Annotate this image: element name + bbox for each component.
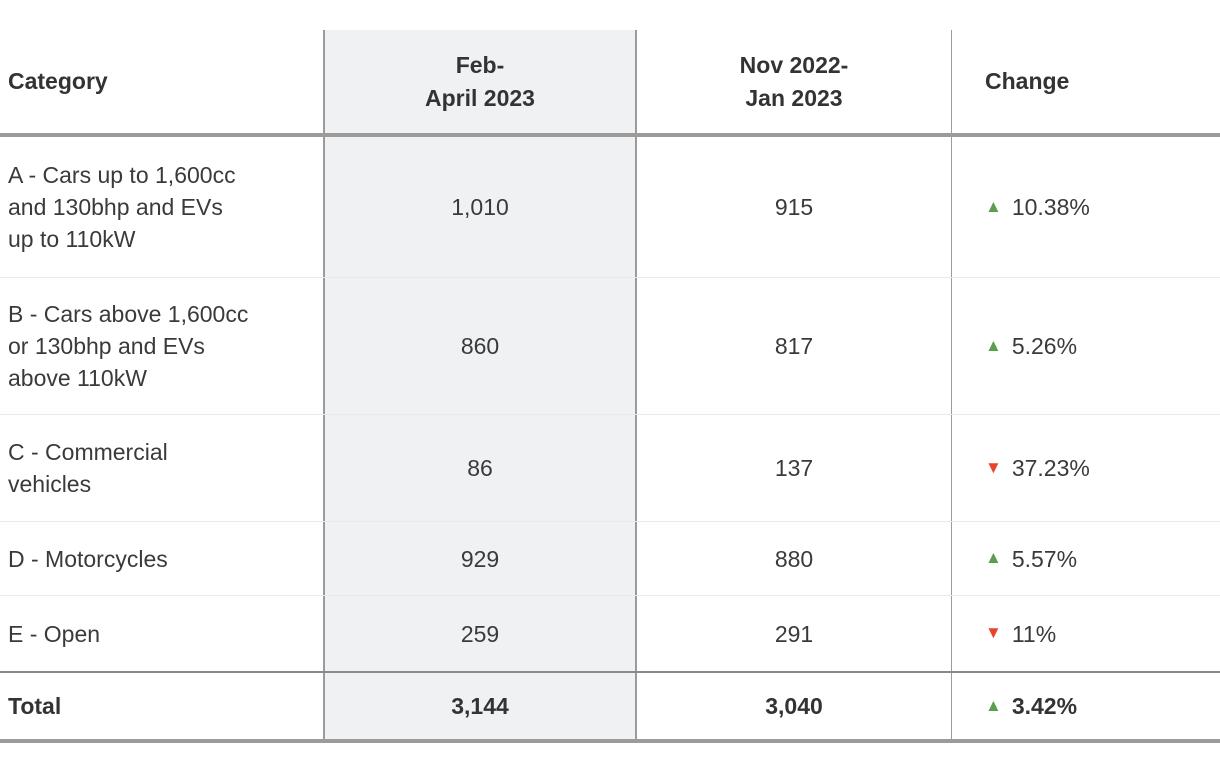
previous-value: 291 [637,596,952,671]
header-change: Change [985,68,1070,94]
header-current-period: Feb- April 2023 [323,30,637,133]
category-label: C - Commercial vehicles [8,439,168,497]
table-row: D - Motorcycles 929 880 ▲ 5.57% [0,522,1220,596]
change-value: 11% [1011,620,1057,647]
current-value: 259 [323,596,637,671]
change-value: 5.57% [1011,545,1078,572]
category-label: A - Cars up to 1,600cc and 130bhp and EV… [8,162,236,252]
total-label: Total [8,693,62,719]
table-header-row: Category Feb- April 2023 Nov 2022- Jan 2… [0,30,1220,137]
category-label: B - Cars above 1,600cc or 130bhp and EVs… [8,301,249,391]
triangle-down-icon: ▼ [985,457,1002,477]
category-label: D - Motorcycles [8,545,168,572]
change-cell: ▲ 5.57% [952,522,1220,595]
change-cell: ▲ 5.26% [952,278,1220,414]
current-value: 86 [323,415,637,521]
previous-value: 880 [637,522,952,595]
total-previous-value: 3,040 [637,673,952,739]
change-cell: ▲ 10.38% [952,137,1220,277]
change-cell: ▼ 11% [952,596,1220,671]
total-change-cell: ▲ 3.42% [952,673,1220,739]
change-cell: ▼ 37.23% [952,415,1220,521]
table-row: B - Cars above 1,600cc or 130bhp and EVs… [0,278,1220,415]
change-value: 37.23% [1011,455,1090,481]
header-category: Category [8,68,108,94]
previous-value: 817 [637,278,952,414]
total-current-value: 3,144 [323,673,637,739]
coe-quota-table: Category Feb- April 2023 Nov 2022- Jan 2… [0,30,1220,743]
table-row: C - Commercial vehicles 86 137 ▼ 37.23% [0,415,1220,522]
total-change-value: 3.42% [1011,693,1078,719]
previous-value: 137 [637,415,952,521]
current-value: 860 [323,278,637,414]
triangle-up-icon: ▲ [985,335,1002,355]
category-label: E - Open [8,620,101,647]
header-previous-period: Nov 2022- Jan 2023 [637,30,952,133]
triangle-down-icon: ▼ [985,623,1002,642]
current-value: 1,010 [323,137,637,277]
change-value: 10.38% [1011,194,1090,220]
change-value: 5.26% [1011,333,1078,359]
previous-value: 915 [637,137,952,277]
table-row: E - Open 259 291 ▼ 11% [0,596,1220,671]
triangle-up-icon: ▲ [985,548,1002,567]
triangle-up-icon: ▲ [985,695,1002,715]
table-total-row: Total 3,144 3,040 ▲ 3.42% [0,671,1220,743]
table-row: A - Cars up to 1,600cc and 130bhp and EV… [0,137,1220,278]
current-value: 929 [323,522,637,595]
triangle-up-icon: ▲ [985,196,1002,216]
